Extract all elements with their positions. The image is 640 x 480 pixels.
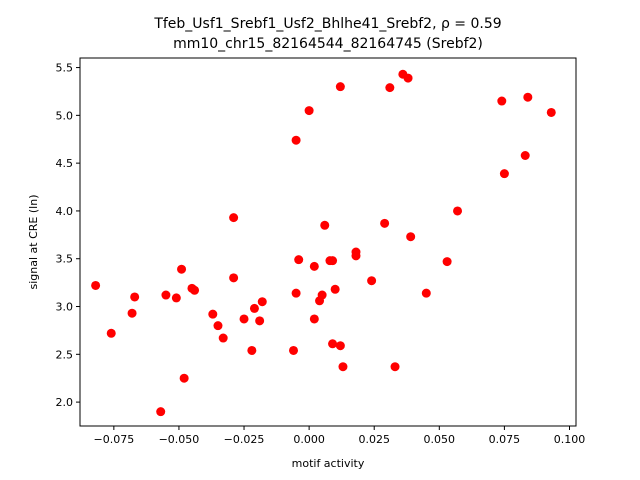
data-point-34 — [330, 284, 340, 294]
data-point-10 — [190, 285, 200, 295]
y-tick-label: 4.5 — [56, 157, 74, 170]
plot-area — [79, 57, 577, 427]
data-point-4 — [156, 407, 166, 417]
data-point-37 — [338, 362, 348, 372]
data-point-39 — [351, 247, 361, 257]
y-tick-label: 5.0 — [56, 109, 74, 122]
data-point-5 — [161, 290, 171, 300]
data-point-43 — [390, 362, 400, 372]
data-point-25 — [304, 106, 314, 116]
data-point-13 — [218, 333, 228, 343]
data-point-17 — [247, 345, 257, 355]
plot-frame — [79, 57, 577, 427]
data-point-0 — [91, 280, 101, 290]
y-tick-label: 5.5 — [56, 62, 74, 75]
y-tick-label: 3.5 — [56, 253, 74, 266]
x-tick-label: 0.100 — [554, 433, 586, 446]
data-point-14 — [229, 213, 239, 223]
y-tick-label: 4.0 — [56, 205, 74, 218]
data-point-48 — [442, 257, 452, 267]
data-point-29 — [317, 290, 327, 300]
data-point-2 — [127, 308, 137, 318]
data-point-52 — [520, 151, 530, 160]
y-tick-label: 2.5 — [56, 348, 74, 361]
x-axis-label: motif activity — [292, 457, 365, 470]
x-tick-label: 0.025 — [358, 433, 390, 446]
data-point-24 — [294, 255, 304, 265]
y-tick-label: 2.0 — [56, 396, 74, 409]
x-tick-label: 0.075 — [489, 433, 521, 446]
data-point-27 — [309, 314, 319, 324]
data-point-42 — [385, 83, 395, 93]
data-point-51 — [499, 169, 509, 179]
data-point-3 — [130, 292, 140, 302]
data-point-1 — [106, 328, 116, 338]
x-tick-label: 0.050 — [424, 433, 456, 446]
data-point-21 — [289, 345, 298, 355]
data-point-8 — [179, 373, 189, 383]
data-point-7 — [177, 264, 187, 274]
x-axis: −0.075 −0.050 −0.025 0.000 0.025 0.050 0.075 0.… — [93, 426, 585, 446]
data-point-50 — [497, 96, 507, 106]
plot-background — [80, 58, 576, 426]
data-point-22 — [291, 288, 301, 298]
data-point-23 — [291, 135, 301, 145]
data-point-54 — [546, 107, 556, 117]
data-point-12 — [213, 321, 223, 331]
chart-title-line2: mm10_chr15_82164544_82164745 (Srebf2) — [173, 36, 483, 52]
data-point-6 — [171, 293, 181, 303]
data-point-15 — [229, 273, 239, 283]
x-tick-label: −0.025 — [224, 433, 265, 446]
data-point-36 — [335, 341, 345, 351]
x-tick-label: −0.075 — [93, 433, 134, 446]
data-point-11 — [208, 309, 218, 319]
data-point-20 — [257, 297, 267, 307]
data-point-35 — [335, 82, 345, 92]
data-point-26 — [309, 261, 319, 271]
data-point-49 — [453, 206, 463, 216]
data-point-33 — [328, 339, 338, 349]
data-point-30 — [320, 220, 330, 230]
data-point-41 — [380, 218, 390, 228]
data-point-40 — [367, 276, 377, 286]
data-point-47 — [421, 288, 431, 298]
y-axis: 2.0 2.5 3.0 3.5 4.0 4.5 5.0 5.5 — [56, 62, 80, 409]
y-tick-label: 3.0 — [56, 301, 74, 314]
chart-title-line1: Tfeb_Usf1_Srebf1_Usf2_Bhlhe41_Srebf2, ρ … — [153, 16, 501, 32]
data-point-18 — [249, 303, 259, 313]
data-point-45 — [403, 73, 413, 83]
x-tick-label: 0.000 — [293, 433, 325, 446]
data-point-46 — [406, 232, 416, 242]
y-axis-label: signal at CRE (ln) — [27, 195, 40, 290]
x-tick-label: −0.050 — [159, 433, 200, 446]
data-point-32 — [328, 256, 338, 266]
data-point-19 — [255, 316, 265, 326]
data-point-16 — [239, 314, 249, 324]
data-point-53 — [523, 92, 533, 102]
